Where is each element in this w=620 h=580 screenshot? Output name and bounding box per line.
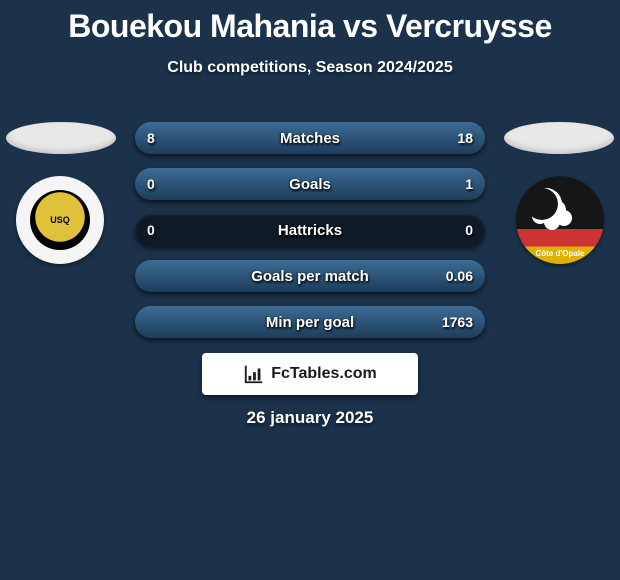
stat-row-goals-per-match: Goals per match0.06: [135, 260, 485, 292]
club-badge-a: USQ: [16, 176, 104, 264]
stat-label: Min per goal: [135, 306, 485, 338]
club-badge-b: Côte d'Opale: [516, 176, 604, 264]
club-badge-b-text: Côte d'Opale: [516, 249, 604, 258]
stat-row-hattricks: 0Hattricks0: [135, 214, 485, 246]
brand-name: FcTables.com: [271, 365, 377, 383]
stat-value-b: 0: [465, 214, 473, 246]
stat-row-matches: 8Matches18: [135, 122, 485, 154]
stat-label: Hattricks: [135, 214, 485, 246]
stat-value-b: 1: [465, 168, 473, 200]
club-badge-a-inner: USQ: [30, 190, 90, 250]
stat-value-b: 1763: [442, 306, 473, 338]
stat-value-b: 18: [457, 122, 473, 154]
player-b-flag: [504, 122, 614, 154]
snapshot-date: 26 january 2025: [0, 408, 620, 428]
brand-box: FcTables.com: [202, 353, 418, 395]
stat-label: Goals: [135, 168, 485, 200]
stat-value-b: 0.06: [446, 260, 473, 292]
brand-chart-icon: [243, 363, 265, 385]
comparison-bars: 8Matches180Goals10Hattricks0Goals per ma…: [135, 122, 485, 352]
stat-label: Matches: [135, 122, 485, 154]
page-title: Bouekou Mahania vs Vercruysse: [0, 0, 620, 45]
page-subtitle: Club competitions, Season 2024/2025: [0, 59, 620, 77]
stat-row-goals: 0Goals1: [135, 168, 485, 200]
stat-row-min-per-goal: Min per goal1763: [135, 306, 485, 338]
player-a-flag: [6, 122, 116, 154]
stat-label: Goals per match: [135, 260, 485, 292]
